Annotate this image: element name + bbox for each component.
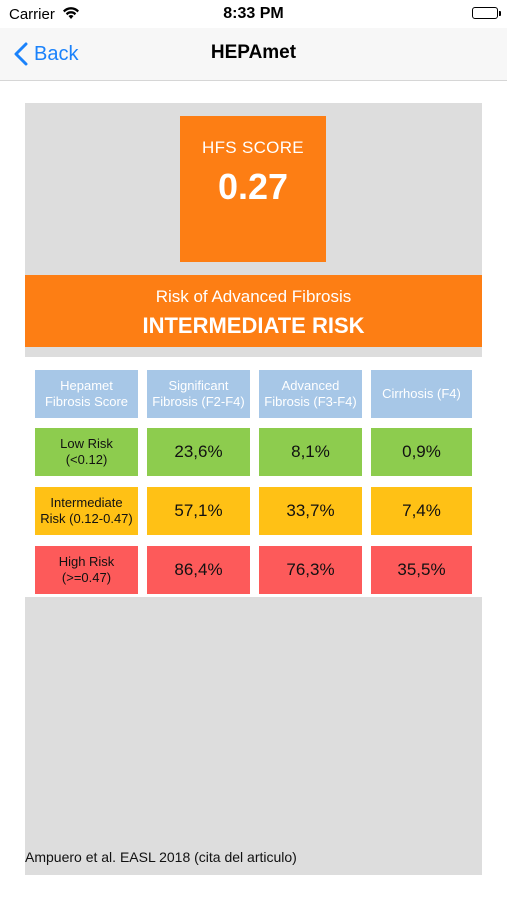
cell-low-significant: 23,6% <box>147 428 250 476</box>
header-cirrhosis: Cirrhosis (F4) <box>371 370 472 418</box>
risk-table: Hepamet Fibrosis Score Significant Fibro… <box>25 357 482 597</box>
page-title: HEPAmet <box>210 42 297 63</box>
cell-low-cirrhosis: 0,9% <box>371 428 472 476</box>
carrier-label: Carrier <box>9 6 55 23</box>
cell-low-advanced: 8,1% <box>259 428 362 476</box>
cell-intermediate-significant: 57,1% <box>147 487 250 535</box>
header-advanced-fibrosis: Advanced Fibrosis (F3-F4) <box>259 370 362 418</box>
cell-high-advanced: 76,3% <box>259 546 362 594</box>
risk-level: INTERMEDIATE RISK <box>142 313 365 338</box>
header-hepamet-fibrosis-score: Hepamet Fibrosis Score <box>35 370 138 418</box>
cell-intermediate-cirrhosis: 7,4% <box>371 487 472 535</box>
risk-banner: Risk of Advanced Fibrosis INTERMEDIATE R… <box>25 275 482 347</box>
risk-caption: Risk of Advanced Fibrosis <box>155 287 352 306</box>
results-panel: HFS SCORE 0.27 Risk of Advanced Fibrosis… <box>25 103 482 875</box>
back-label: Back <box>34 42 79 65</box>
battery-icon <box>472 7 501 19</box>
cell-high-significant: 86,4% <box>147 546 250 594</box>
score-value: 0.27 <box>217 166 289 207</box>
navigation-bar: Back HEPAmet <box>0 28 507 81</box>
row-label-intermediate-risk: Intermediate Risk (0.12-0.47) <box>35 487 138 535</box>
clock-time: 8:33 PM <box>223 5 284 22</box>
wifi-icon <box>62 6 80 25</box>
score-box: HFS SCORE 0.27 <box>180 116 326 262</box>
header-significant-fibrosis: Significant Fibrosis (F2-F4) <box>147 370 250 418</box>
back-button[interactable]: Back <box>14 39 78 69</box>
score-label: HFS SCORE <box>202 138 304 157</box>
status-bar: Carrier 8:33 PM <box>0 0 507 28</box>
row-label-low-risk: Low Risk (<0.12) <box>35 428 138 476</box>
cell-intermediate-advanced: 33,7% <box>259 487 362 535</box>
cell-high-cirrhosis: 35,5% <box>371 546 472 594</box>
citation-text: Ampuero et al. EASL 2018 (cita del artic… <box>25 849 297 865</box>
row-label-high-risk: High Risk (>=0.47) <box>35 546 138 594</box>
chevron-left-icon <box>14 42 28 66</box>
